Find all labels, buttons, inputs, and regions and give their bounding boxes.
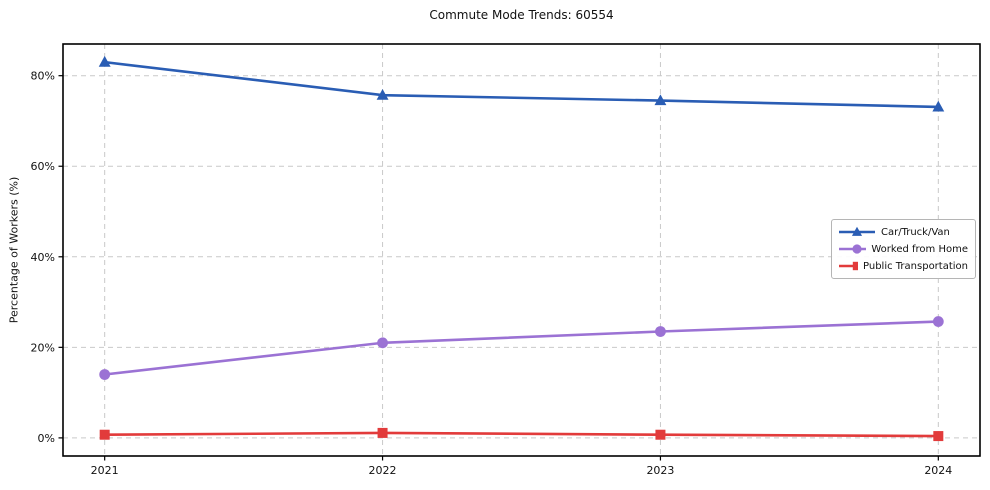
legend-label: Worked from Home	[871, 243, 968, 255]
circle-legend-marker-icon	[839, 244, 867, 254]
data-point-marker	[655, 429, 666, 440]
y-tick-label: 60%	[31, 160, 55, 173]
y-tick-label: 0%	[38, 432, 55, 445]
legend-marker-shape	[852, 244, 862, 254]
x-tick-label: 2023	[646, 464, 674, 477]
y-tick-label: 40%	[31, 251, 55, 264]
legend-item-public-transportation[interactable]: Public Transportation	[838, 259, 968, 273]
x-tick-label: 2022	[369, 464, 397, 477]
triangle-legend-marker-icon	[839, 226, 875, 236]
x-tick-label: 2021	[91, 464, 119, 477]
legend-item-worked-from-home[interactable]: Worked from Home	[838, 242, 968, 256]
data-point-marker	[932, 316, 944, 327]
data-point-marker	[377, 427, 388, 438]
legend-label: Public Transportation	[863, 260, 968, 272]
legend-marker-shape	[851, 226, 863, 236]
legend-item-car-truck-van[interactable]: Car/Truck/Van	[838, 225, 968, 239]
data-point-marker	[99, 369, 111, 380]
data-point-marker	[99, 429, 110, 440]
axes-border	[62, 43, 981, 457]
legend: Car/Truck/Van Worked from Home Public Tran…	[831, 219, 976, 279]
series-line-car-truck-van	[103, 60, 940, 109]
legend-marker-shape	[852, 261, 859, 271]
data-point-marker	[377, 337, 388, 349]
x-tick-label: 2024	[924, 464, 952, 477]
data-point-marker	[933, 431, 944, 442]
square-legend-marker-icon	[839, 261, 859, 271]
y-tick-label: 80%	[31, 70, 55, 83]
data-point-marker	[376, 88, 389, 100]
data-point-marker	[655, 326, 666, 337]
y-tick-label: 20%	[31, 341, 55, 354]
series-line-worked-from-home	[103, 320, 940, 376]
data-point-marker	[98, 55, 111, 67]
chart-title: Commute Mode Trends: 60554	[429, 8, 614, 22]
legend-label: Car/Truck/Van	[881, 226, 950, 238]
data-point-marker	[932, 100, 945, 112]
series-line-public-transportation	[103, 431, 940, 438]
data-point-marker	[654, 94, 667, 106]
